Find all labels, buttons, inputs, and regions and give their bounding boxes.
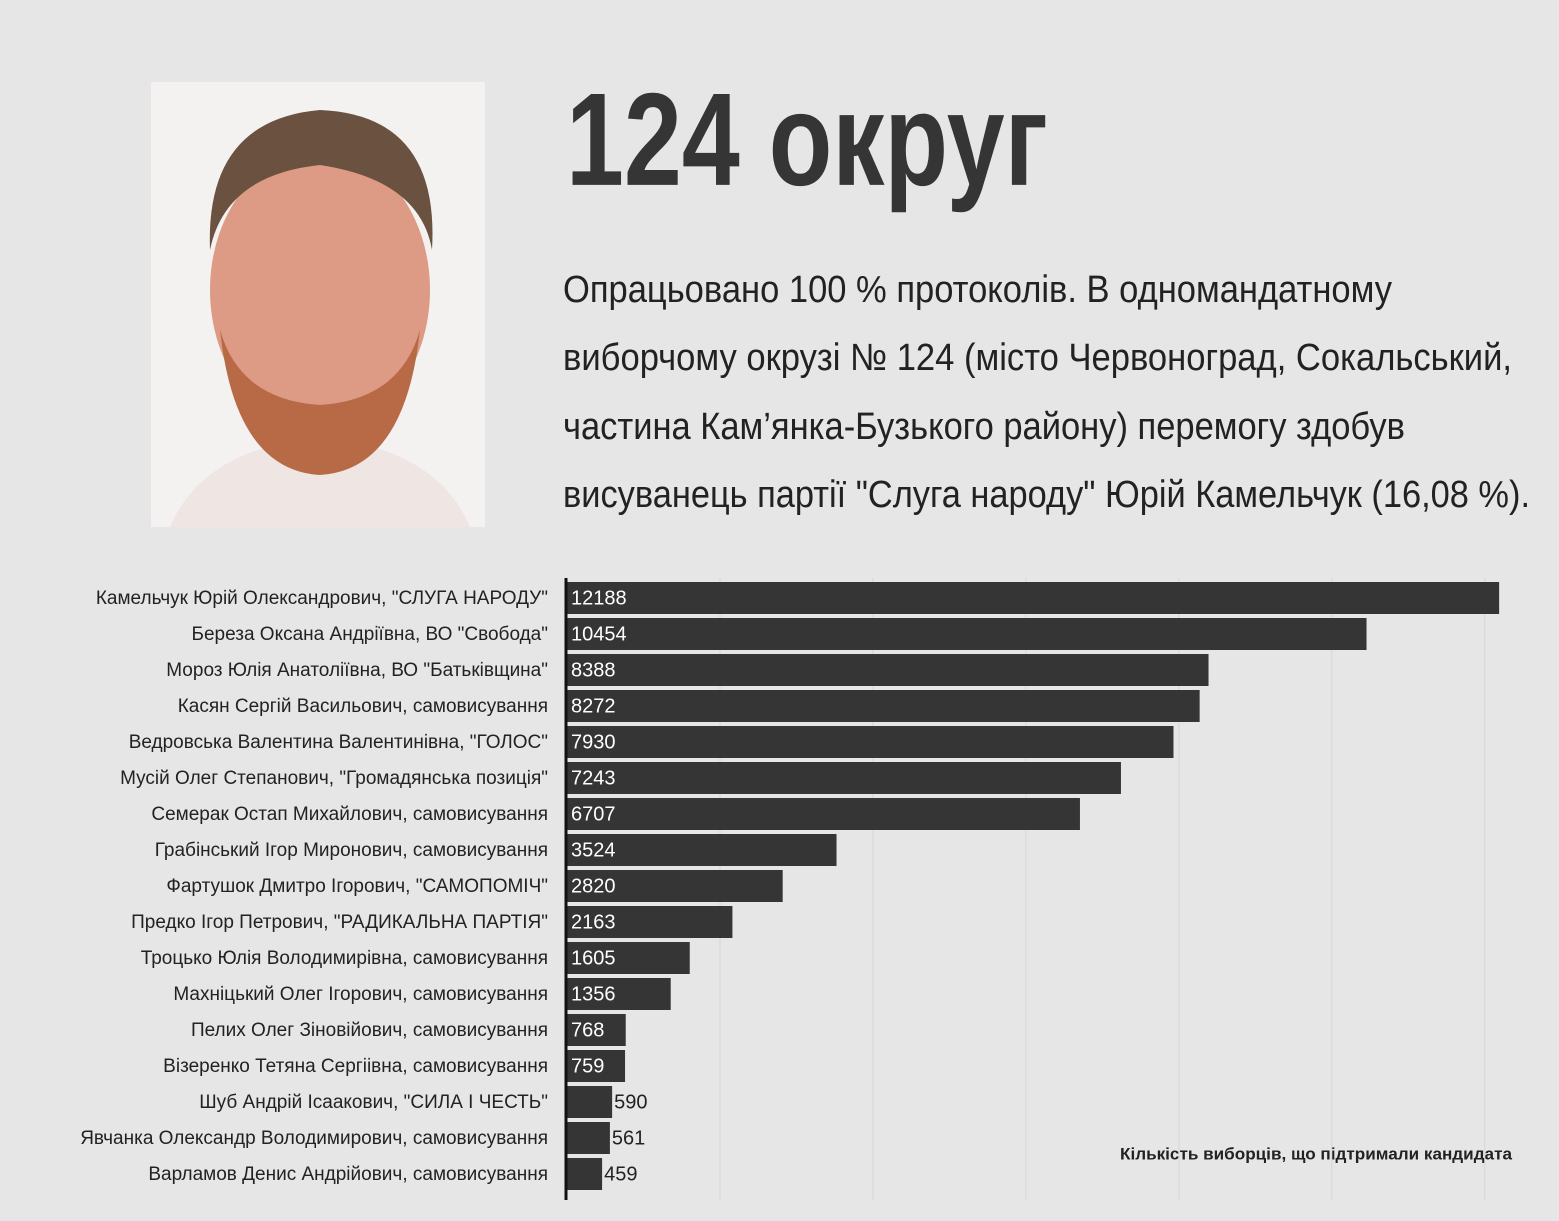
value-label: 8272 (571, 695, 616, 717)
summary-line: виборчому окрузі № 124 (місто Червоногра… (563, 337, 1512, 379)
value-label: 1605 (571, 947, 616, 969)
photo (151, 82, 485, 527)
bar (567, 1158, 603, 1190)
category-label: Семерак Остап Михайлович, самовисування (151, 804, 548, 825)
category-label: Махніцький Олег Ігорович, самовисування (173, 984, 548, 1005)
value-label: 2820 (571, 875, 616, 897)
value-label: 768 (571, 1019, 604, 1041)
value-label: 8388 (571, 659, 616, 681)
category-label: Мороз Юлія Анатоліївна, ВО "Батьківщина" (166, 660, 548, 681)
value-label: 459 (604, 1163, 637, 1185)
value-label: 10454 (571, 623, 627, 645)
bar (567, 798, 1080, 830)
category-label: Явчанка Олександр Володимирович, самовис… (80, 1128, 548, 1149)
category-label: Візеренко Тетяна Сергіівна, самовисуванн… (163, 1056, 548, 1077)
category-label: Береза Оксана Андріївна, ВО "Свобода" (192, 624, 549, 645)
category-label: Предко Ігор Петрович, "РАДИКАЛЬНА ПАРТІЯ… (131, 912, 548, 933)
category-label: Варламов Денис Андрійович, самовисування (148, 1164, 548, 1185)
category-label: Ведровська Валентина Валентинівна, "ГОЛО… (129, 732, 548, 753)
summary-line: Опрацьовано 100 % протоколів. В одноманд… (563, 269, 1392, 311)
title: 124 округ (566, 66, 1048, 213)
bar (567, 1014, 626, 1046)
bar (567, 942, 690, 974)
value-label: 2163 (571, 911, 616, 933)
category-label: Шуб Андрій Ісаакович, "СИЛА І ЧЕСТЬ" (199, 1092, 548, 1113)
bar (567, 906, 733, 938)
bar (567, 762, 1121, 794)
summary-line: частина Кам’янка-Бузького району) перемо… (563, 406, 1405, 448)
bar (567, 870, 783, 902)
category-label: Грабінський Ігор Миронович, самовисуванн… (155, 840, 548, 861)
bar (567, 618, 1367, 650)
value-label: 3524 (571, 839, 616, 861)
category-label: Камельчук Юрій Олександрович, "СЛУГА НАР… (96, 588, 548, 609)
category-label: Троцько Юлія Володимирівна, самовисуванн… (141, 948, 548, 969)
axis-note: Кількість виборців, що підтримали кандид… (1120, 1144, 1513, 1163)
bar (567, 1050, 626, 1082)
category-label: Пелих Олег Зіновійович, самовисування (191, 1020, 548, 1041)
value-label: 759 (571, 1055, 604, 1077)
category-label: Мусій Олег Степанович, "Громадянська поз… (120, 768, 548, 789)
value-label: 12188 (571, 587, 627, 609)
bar (567, 654, 1209, 686)
bar (567, 1122, 610, 1154)
bar (567, 690, 1200, 722)
value-label: 7930 (571, 731, 616, 753)
category-label: Касян Сергій Васильович, самовисування (178, 696, 548, 717)
category-label: Фартушок Дмитро Ігорович, "САМОПОМІЧ" (166, 876, 548, 897)
bar (567, 726, 1174, 758)
value-label: 561 (612, 1127, 645, 1149)
value-label: 1356 (571, 983, 616, 1005)
bar (567, 834, 837, 866)
summary-line: висуванець партії "Слуга народу" Юрій Ка… (563, 474, 1530, 516)
value-label: 7243 (571, 767, 616, 789)
value-label: 6707 (571, 803, 616, 825)
bar (567, 582, 1500, 614)
value-label: 590 (614, 1091, 647, 1113)
bar (567, 978, 671, 1010)
bar (567, 1086, 613, 1118)
